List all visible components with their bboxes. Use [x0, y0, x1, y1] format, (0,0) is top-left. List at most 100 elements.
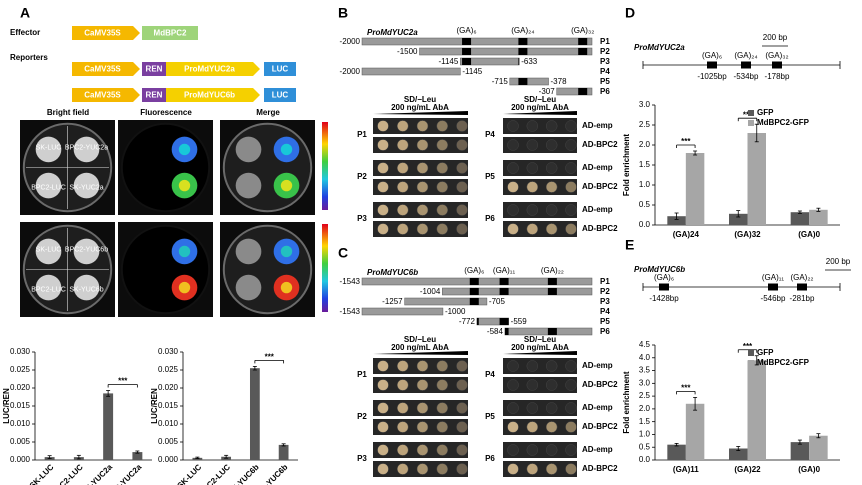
bar: [667, 216, 686, 225]
yeast-spot: [545, 444, 558, 456]
error-bar: [754, 355, 759, 366]
y-tick-label: 3.0: [639, 100, 651, 109]
y-tick-label: 0.030: [158, 347, 179, 356]
ga-box: [547, 278, 557, 285]
y-tick-label: 0.005: [10, 437, 31, 446]
fragment-start: -1500: [397, 47, 418, 56]
ga-box: [476, 318, 479, 325]
image-header: Fluorescence: [140, 108, 192, 117]
bar: [809, 209, 828, 225]
x-tick-label: SK-YUC2a: [80, 462, 115, 485]
fragment: [361, 67, 461, 76]
error-bar: [816, 207, 821, 212]
ga-label: (GA)₁₁: [493, 266, 516, 275]
y-tick-label: 0.020: [10, 383, 31, 392]
ga-box: [462, 48, 472, 55]
ga-box: [772, 61, 782, 69]
yeast-spot: [416, 421, 429, 433]
significance: ***: [681, 383, 691, 392]
error-bar: [693, 150, 698, 156]
yeast-spot: [436, 444, 448, 456]
dish: [222, 224, 313, 315]
construct-label: LUC: [272, 91, 289, 100]
yeast-spot: [456, 463, 468, 475]
aba-label: 200 ng/mL AbA: [391, 343, 449, 352]
yeast-spot: [436, 463, 448, 475]
fragment-name: P2: [357, 412, 367, 421]
yeast-spot: [456, 181, 468, 193]
ga-label: (GA)₆: [456, 26, 476, 35]
yeast-spot: [545, 204, 558, 216]
ga-box: [462, 38, 472, 45]
row-label: AD-BPC2: [582, 224, 618, 233]
yeast-spot: [377, 181, 389, 193]
fragment-start: -2000: [340, 67, 361, 76]
error-bar: [224, 454, 229, 459]
yeast-spot: [545, 162, 558, 174]
bar: [790, 442, 810, 460]
yeast-spot: [565, 204, 577, 216]
dish: [120, 122, 211, 213]
yeast-strip: [503, 400, 577, 416]
ga-box: [578, 88, 588, 95]
yeast-spot: [436, 162, 448, 174]
yeast-spot: [565, 223, 577, 235]
yeast-spot: [545, 379, 558, 391]
dilution-wedge: [373, 111, 468, 115]
yeast-spot: [377, 204, 389, 216]
fragment-start: -715: [492, 77, 509, 86]
y-tick-label: 0.030: [10, 347, 31, 356]
plate-label: BPC2-YUC6b: [65, 246, 108, 253]
bar: [685, 403, 705, 460]
colony-core: [178, 143, 191, 156]
yeast-spot: [526, 120, 539, 132]
ga-box: [499, 278, 509, 285]
yeast-spot: [507, 360, 519, 372]
row-label: AD-BPC2: [582, 140, 618, 149]
fragment: [361, 307, 444, 316]
aba-label: 200 ng/mL AbA: [511, 343, 569, 352]
yeast-spot: [416, 139, 429, 151]
y-axis-label: Fold enrichment: [622, 134, 631, 197]
y-tick-label: 2.0: [639, 140, 651, 149]
yeast-spot: [545, 223, 558, 235]
yeast-spot: [416, 223, 429, 235]
row-label: AD-emp: [582, 163, 613, 172]
x-tick-label: (GA)0: [798, 230, 820, 239]
image-header: Bright field: [47, 108, 89, 117]
yeast-spot: [545, 139, 558, 151]
y-tick-label: 0.010: [10, 419, 31, 428]
ga-box: [578, 38, 588, 45]
position-label: -546bp: [761, 294, 786, 303]
y-tick-label: 0.020: [158, 383, 179, 392]
legend-swatch: [748, 120, 754, 126]
bar: [790, 212, 810, 225]
fragment-start: -1543: [340, 307, 361, 316]
fragment-name: P5: [600, 317, 610, 326]
yeast-spot: [416, 463, 429, 475]
yeast-spot: [416, 379, 429, 391]
plate-label: SK-LUC: [36, 144, 62, 151]
y-tick-label: 3.5: [639, 366, 651, 375]
y-tick-label: 0.0: [639, 220, 651, 229]
yeast-strip: [503, 118, 577, 134]
y-tick-label: 1.5: [639, 160, 651, 169]
ga-box: [741, 61, 751, 69]
ga-box: [797, 283, 807, 291]
ga-box: [518, 48, 528, 55]
medium-label: SD/−Leu: [524, 95, 556, 104]
yeast-spot: [507, 421, 519, 433]
error-bar: [674, 212, 679, 220]
promoter-name: ProMdYUC2a: [634, 43, 685, 52]
colony-core: [280, 179, 293, 192]
panel-label: C: [338, 245, 348, 261]
aba-label: 200 ng/mL AbA: [391, 103, 449, 112]
fragment-name: P4: [600, 307, 610, 316]
medium-label: SD/−Leu: [524, 335, 556, 344]
plate-label: SK-LUC: [36, 246, 62, 253]
yeast-spot: [565, 360, 577, 372]
yeast-spot: [565, 444, 577, 456]
error-bar: [47, 455, 52, 459]
error-bar: [797, 210, 802, 214]
